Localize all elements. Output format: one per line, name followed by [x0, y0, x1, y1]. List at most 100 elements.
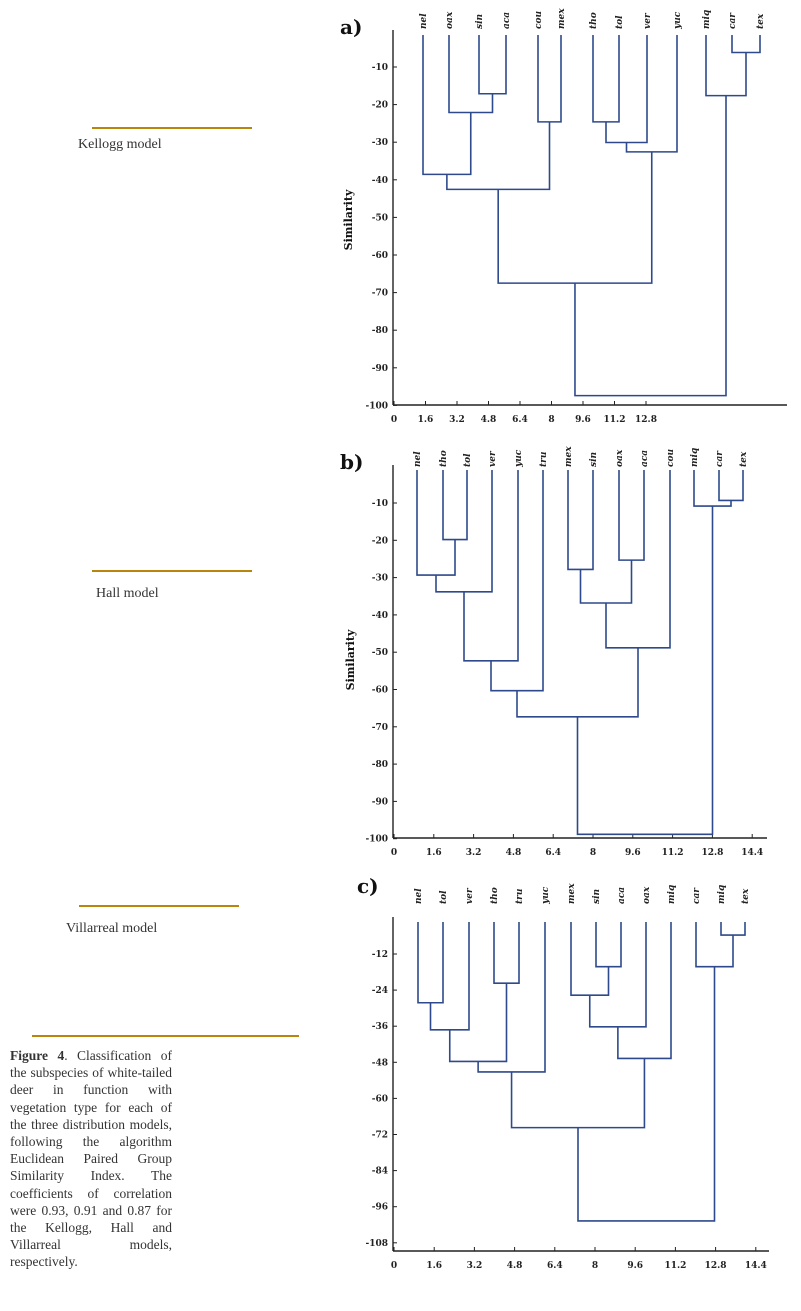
dendrogram-branch — [422, 35, 472, 176]
leaf-label-miq: miq — [690, 448, 700, 467]
dendrogram-branch — [416, 470, 456, 576]
leaf-label-aca: aca — [502, 12, 512, 29]
kellogg-model-label: Kellogg model — [78, 137, 162, 152]
dendrogram-branch — [490, 470, 544, 692]
y-tick-label: -70 — [372, 723, 388, 733]
y-tick-label: -60 — [372, 1094, 388, 1104]
y-tick-label: -108 — [365, 1239, 388, 1249]
x-tick-label: 14.4 — [745, 1261, 767, 1271]
leaf-label-tol: tol — [463, 453, 473, 467]
leaf-label-mex: mex — [564, 446, 574, 467]
leaf-label-sin: sin — [592, 889, 602, 904]
y-tick-label: -96 — [372, 1203, 388, 1213]
villarreal-model-label: Villarreal model — [66, 921, 158, 936]
dendrogram-branch — [577, 966, 716, 1222]
y-tick-label: -40 — [372, 611, 388, 621]
leaf-label-tol: tol — [615, 15, 625, 29]
villarreal-rule — [79, 905, 239, 907]
dendrogram-branch — [579, 560, 633, 604]
leaf-label-sin: sin — [475, 14, 485, 29]
y-tick-label: -70 — [372, 289, 388, 299]
dendrogram-branch — [588, 922, 647, 1028]
leaf-label-mex: mex — [557, 8, 567, 29]
leaf-label-yuc: yuc — [673, 11, 683, 30]
x-tick-label: 11.2 — [662, 848, 684, 858]
x-tick-label: 4.8 — [507, 1261, 523, 1271]
dendrogram-branch — [417, 922, 444, 1004]
x-tick-label: 1.6 — [418, 415, 434, 425]
leaf-label-miq: miq — [702, 10, 712, 29]
leaf-label-yuc: yuc — [541, 886, 551, 905]
leaf-label-tho: tho — [439, 450, 449, 467]
y-tick-label: -12 — [372, 950, 388, 960]
leaf-label-oax: oax — [615, 449, 625, 467]
x-tick-label: 3.2 — [466, 848, 482, 858]
leaf-label-tol: tol — [439, 890, 449, 904]
leaf-label-yuc: yuc — [514, 449, 524, 468]
dendrogram-branch — [720, 922, 746, 936]
kellogg-rule — [92, 127, 252, 129]
y-tick-label: -40 — [372, 176, 388, 186]
y-tick-label: -90 — [372, 364, 388, 374]
y-tick-label: -30 — [372, 138, 388, 148]
leaf-label-miq: miq — [717, 885, 727, 904]
y-tick-label: -50 — [372, 648, 388, 658]
x-tick-label: 8 — [548, 415, 554, 425]
leaf-label-aca: aca — [617, 887, 627, 904]
y-tick-label: -10 — [372, 63, 388, 73]
caption-text: . Classification of the subspecies of wh… — [10, 1048, 173, 1270]
y-axis-title: Similarity — [344, 629, 357, 690]
y-tick-label: -84 — [372, 1167, 388, 1177]
leaf-label-tho: tho — [589, 12, 599, 29]
x-tick-label: 0 — [391, 1261, 397, 1271]
y-tick-label: -10 — [372, 499, 388, 509]
caption-rule — [32, 1035, 299, 1037]
y-tick-label: -24 — [372, 986, 388, 996]
x-tick-label: 9.6 — [625, 848, 641, 858]
dendrogram-branch — [705, 35, 747, 97]
leaf-label-ver: ver — [488, 450, 498, 467]
dendrogram-branch — [477, 922, 546, 1073]
dendrogram-branch — [446, 121, 551, 191]
leaf-label-nel: nel — [414, 888, 424, 904]
dendrogram-branch — [478, 35, 507, 95]
x-tick-label: 4.8 — [481, 415, 497, 425]
figure-caption: Figure 4. Classification of the subspeci… — [10, 1047, 172, 1271]
x-tick-label: 9.6 — [575, 415, 591, 425]
y-axis-title: Similarity — [342, 189, 355, 250]
panel-label: c) — [357, 874, 379, 898]
leaf-label-car: car — [715, 450, 725, 467]
dendrogram-branch — [442, 470, 468, 541]
y-tick-label: -20 — [372, 536, 388, 546]
leaf-label-tho: tho — [490, 887, 500, 904]
x-tick-label: 1.6 — [426, 1261, 442, 1271]
hall-model-label: Hall model — [96, 586, 159, 601]
dendrogram-branch — [429, 922, 470, 1031]
y-tick-label: -60 — [372, 686, 388, 696]
y-tick-label: -80 — [372, 326, 388, 336]
x-tick-label: 11.2 — [604, 415, 626, 425]
y-tick-label: -100 — [365, 401, 388, 411]
x-tick-label: 9.6 — [627, 1261, 643, 1271]
leaf-label-cou: cou — [534, 11, 544, 29]
dendrogram-panel-2: b) Similarity -10 -20 -30 -40 -50 -60 -70 -80 -90 -… — [340, 446, 767, 858]
leaf-label-car: car — [728, 12, 738, 29]
dendrogram-branch — [592, 35, 620, 123]
x-tick-label: 14.4 — [741, 848, 763, 858]
x-tick-label: 0 — [391, 415, 397, 425]
leaf-label-nel: nel — [413, 451, 423, 467]
leaf-label-nel: nel — [419, 13, 429, 29]
dendrogram-branch — [618, 470, 645, 561]
x-tick-label: 8 — [590, 848, 596, 858]
y-tick-label: -50 — [372, 213, 388, 223]
dendrogram-branch — [718, 470, 744, 502]
leaf-label-ver: ver — [465, 887, 475, 904]
y-tick-label: -72 — [372, 1131, 388, 1141]
dendrogram-branch — [605, 470, 671, 649]
leaf-label-ver: ver — [643, 12, 653, 29]
dendrogram-panel-3: c) -12 -24 -36 -48 -60 -72 -84 -96 -108 0 1.6 3.2 4.8… — [357, 874, 769, 1271]
dendrogram-panel-1: a) Similarity -10 -20 -30 -40 -50 -60 -70 -80 -90 -… — [340, 8, 787, 425]
y-tick-label: -60 — [372, 251, 388, 261]
y-tick-label: -20 — [372, 101, 388, 111]
